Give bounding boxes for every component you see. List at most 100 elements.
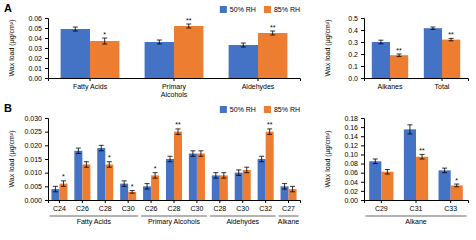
y-tick-label: 0.030 xyxy=(24,115,42,122)
legend-label: 50% RH xyxy=(230,6,256,13)
x-tick-label: Aldehydes xyxy=(242,83,275,91)
y-axis-title: Wax load (μg/cm²) xyxy=(8,19,16,76)
y-tick-mark xyxy=(45,78,48,79)
error-bar xyxy=(61,181,66,186)
x-axis: C24C26C28C30C26C28C30C28C30C32C27 xyxy=(49,200,301,212)
x-tick-label: C30 xyxy=(122,205,135,212)
legend-item: 85% RH xyxy=(264,6,300,13)
x-tick-mark xyxy=(390,78,391,81)
y-tick-mark xyxy=(361,54,364,55)
y-tick: 0.2 xyxy=(348,51,364,58)
y-tick: 0.0 xyxy=(348,75,364,82)
annotations: ******** xyxy=(62,121,273,190)
y-tick: 0.3 xyxy=(348,39,364,46)
bar xyxy=(390,55,408,78)
x-axis-line xyxy=(365,79,469,82)
y-tick-mark xyxy=(361,154,364,155)
error-bar xyxy=(176,129,181,134)
y-tick: 0.03 xyxy=(28,45,48,52)
bar xyxy=(404,129,416,200)
bar xyxy=(220,175,228,200)
y-tick-label: 0.020 xyxy=(24,142,42,149)
bar xyxy=(369,161,381,200)
y-axis-line xyxy=(45,119,49,201)
x-tick: C29 xyxy=(375,200,388,212)
y-tick-label: 0.5 xyxy=(348,15,358,22)
bar xyxy=(74,151,82,200)
series xyxy=(90,24,287,78)
x-tick-mark xyxy=(450,200,451,203)
y-tick-mark xyxy=(45,58,48,59)
y-tick-label: 0.00 xyxy=(28,75,42,82)
y-axis: 0.00.10.20.30.40.5 xyxy=(348,15,364,82)
y-tick: 0.04 xyxy=(344,179,364,186)
y-tick: 0.00 xyxy=(28,75,48,82)
panel: 0.000.020.040.060.080.100.120.140.160.18… xyxy=(324,115,469,225)
series xyxy=(369,125,450,200)
error-bar xyxy=(442,168,447,173)
error-bar xyxy=(244,167,249,172)
y-tick-mark xyxy=(361,136,364,137)
annotations: **** xyxy=(396,31,454,54)
x-tick-label: C32 xyxy=(259,205,272,212)
error-bar xyxy=(76,148,81,153)
annotations: *** xyxy=(419,147,458,184)
y-tick-mark xyxy=(361,78,364,79)
group-label: Alkane xyxy=(405,218,427,225)
x-axis: C29C31C33 xyxy=(365,200,469,212)
x-axis: Fatty AcidsPrimaryAlcoholsAldehydes xyxy=(49,78,301,98)
y-tick: 0.005 xyxy=(24,183,48,190)
x-tick: C28 xyxy=(213,200,226,212)
y-tick: 0.010 xyxy=(24,169,48,176)
x-tick-mark xyxy=(59,200,60,203)
y-tick: 0.05 xyxy=(28,25,48,32)
y-tick: 0.14 xyxy=(344,133,364,140)
x-tick: C30 xyxy=(190,200,203,212)
x-tick: C26 xyxy=(76,200,89,212)
x-tick: C32 xyxy=(259,200,272,212)
y-axis-line xyxy=(45,19,49,79)
y-tick-label: 0.01 xyxy=(28,65,42,72)
y-tick-mark xyxy=(361,118,364,119)
y-tick: 0.4 xyxy=(348,27,364,34)
significance-label: * xyxy=(154,165,157,172)
y-tick-mark xyxy=(361,173,364,174)
bar xyxy=(243,170,251,200)
y-tick-label: 0.04 xyxy=(344,179,358,186)
x-tick-label: Fatty Acids xyxy=(73,83,108,91)
bar xyxy=(416,157,428,200)
y-tick-mark xyxy=(45,186,48,187)
x-tick: C30 xyxy=(236,200,249,212)
y-tick-label: 0.05 xyxy=(28,25,42,32)
bar xyxy=(229,45,258,78)
significance-label: ** xyxy=(186,17,192,24)
series xyxy=(372,27,442,78)
x-tick-label: C30 xyxy=(190,205,203,212)
y-tick-mark xyxy=(45,118,48,119)
error-bar xyxy=(122,181,127,186)
panel-title: B xyxy=(4,102,12,114)
bar xyxy=(174,26,203,78)
y-tick-label: 0.2 xyxy=(348,51,358,58)
error-bar xyxy=(130,190,135,193)
x-tick: C24 xyxy=(53,200,66,212)
y-tick-label: 0.00 xyxy=(344,197,358,204)
y-tick: 0.000 xyxy=(24,197,48,204)
y-tick-label: 0.08 xyxy=(344,160,358,167)
significance-label: * xyxy=(131,183,134,190)
significance-label: ** xyxy=(448,31,454,38)
y-tick-mark xyxy=(361,191,364,192)
x-tick: C26 xyxy=(145,200,158,212)
y-tick-label: 0.06 xyxy=(28,15,42,22)
group-line xyxy=(141,216,207,217)
y-tick-mark xyxy=(45,28,48,29)
annotations: ***** xyxy=(103,17,275,38)
error-bar xyxy=(282,184,287,189)
x-tick-label: C31 xyxy=(410,205,423,212)
y-tick: 0.02 xyxy=(344,188,364,195)
y-tick-mark xyxy=(361,18,364,19)
x-tick: C28 xyxy=(99,200,112,212)
y-tick-label: 0.02 xyxy=(344,188,358,195)
bar xyxy=(82,164,90,200)
y-axis-line xyxy=(361,19,365,79)
